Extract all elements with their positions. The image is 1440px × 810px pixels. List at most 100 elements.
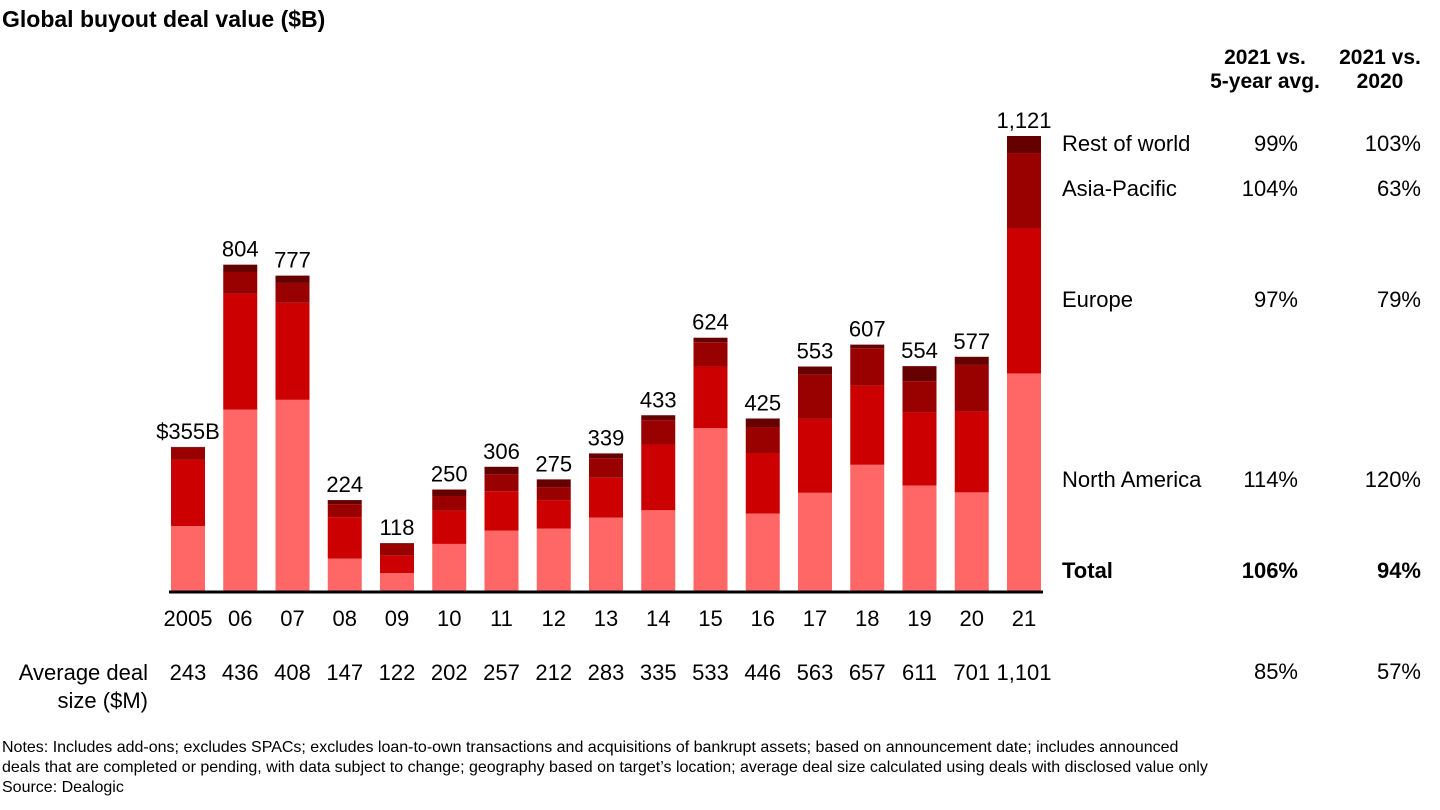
bar-segment-north-america <box>275 399 310 591</box>
total-data-label: 339 <box>588 425 625 450</box>
legend-rest-of-world: Rest of world <box>1062 131 1191 156</box>
bar-segment-rest-of-world <box>745 418 780 428</box>
bar-segment-asia-pacific <box>693 342 728 367</box>
bar-segment-rest-of-world <box>171 446 205 448</box>
bar-segment-europe <box>798 418 832 493</box>
avg-deal-size-value: 283 <box>588 660 625 685</box>
bar-segment-rest-of-world <box>693 337 728 343</box>
avg-deal-size-value: 436 <box>222 660 259 685</box>
notes-line: deals that are completed or pending, wit… <box>2 759 1208 776</box>
bar-segment-north-america <box>745 513 780 591</box>
total-data-label: 1,121 <box>996 108 1051 133</box>
header-line: 2021 vs. <box>1339 46 1421 69</box>
avg-deal-size-value: 657 <box>849 660 886 685</box>
avg-deal-size-value: 257 <box>483 660 520 685</box>
bar-segment-europe <box>380 555 414 574</box>
total-data-label: 777 <box>274 248 311 273</box>
bar-segment-europe <box>954 411 989 493</box>
bar-segment-europe <box>432 510 467 544</box>
total-data-label: 577 <box>953 329 990 354</box>
bar-segment-asia-pacific <box>1007 153 1041 229</box>
total-vs-avg: 106% <box>1241 558 1298 583</box>
rest-of-world-vs-2020: 103% <box>1364 131 1421 156</box>
total-data-label: 275 <box>535 451 572 476</box>
avg-deal-size-value: 446 <box>744 660 781 685</box>
header-vs-2020: 2021 vs. 2020 <box>1330 46 1430 94</box>
legend-europe: Europe <box>1062 287 1133 312</box>
bar-segment-asia-pacific <box>850 348 885 386</box>
bar-segment-europe <box>1007 228 1041 374</box>
source-line: Source: Dealogic <box>2 779 124 796</box>
bar-segment-rest-of-world <box>798 366 832 375</box>
notes: Notes: Includes add-ons; excludes SPACs;… <box>2 738 1208 798</box>
total-data-label: 624 <box>692 310 729 335</box>
bar-segment-rest-of-world <box>641 415 676 421</box>
bar-segment-rest-of-world <box>954 356 989 365</box>
asia-pacific-vs-2020: 63% <box>1376 176 1421 201</box>
avg-deal-size-value: 533 <box>692 660 729 685</box>
total-data-label: 553 <box>797 339 834 364</box>
bar-segment-rest-of-world <box>327 500 362 505</box>
total-vs-2020: 94% <box>1376 558 1421 583</box>
bar-segment-asia-pacific <box>380 543 414 556</box>
bar-segment-europe <box>223 293 258 410</box>
total-data-label: 433 <box>640 387 677 412</box>
bar-segment-asia-pacific <box>275 282 310 303</box>
avg-deal-size-value: 701 <box>953 660 990 685</box>
legend-north-america: North America <box>1062 467 1202 492</box>
avg-deal-size-value: 122 <box>379 660 416 685</box>
avg-deal-size-value: 212 <box>535 660 572 685</box>
bar-segment-rest-of-world <box>223 264 258 272</box>
avg-deal-size-value: 243 <box>170 660 207 685</box>
bar-segment-north-america <box>850 464 885 591</box>
bar-segment-asia-pacific <box>432 496 467 511</box>
bar-segment-rest-of-world <box>850 344 885 349</box>
avg-deal-size-label: Average deal size ($M) <box>2 659 148 715</box>
x-tick-label: 17 <box>803 606 827 631</box>
x-tick-label: 12 <box>542 606 566 631</box>
x-tick-label: 14 <box>646 606 670 631</box>
total-data-label: $355B <box>156 419 220 444</box>
x-tick-label: 18 <box>855 606 879 631</box>
bar-segment-europe <box>275 302 310 400</box>
total-data-label: 306 <box>483 439 520 464</box>
bar-segment-asia-pacific <box>589 458 623 478</box>
bar-segment-europe <box>327 517 362 559</box>
bar-segment-asia-pacific <box>798 374 832 419</box>
bar-segment-rest-of-world <box>1007 136 1041 154</box>
bar-segment-asia-pacific <box>223 271 258 294</box>
x-tick-label: 16 <box>751 606 775 631</box>
total-data-label: 554 <box>901 338 938 363</box>
europe-vs-2020: 79% <box>1376 287 1421 312</box>
x-tick-label: 11 <box>490 606 513 631</box>
bar-segment-europe <box>745 452 780 514</box>
bar-segment-north-america <box>693 428 728 591</box>
asia-pacific-vs-avg: 104% <box>1241 176 1298 201</box>
bar-segment-europe <box>902 412 937 486</box>
bar-segment-north-america <box>902 485 937 591</box>
europe-vs-avg: 97% <box>1253 287 1298 312</box>
x-tick-label: 10 <box>437 606 461 631</box>
bar-segment-rest-of-world <box>432 489 467 497</box>
bar-segment-north-america <box>327 558 362 591</box>
avg-deal-size-value: 1,101 <box>996 660 1051 685</box>
bar-segment-rest-of-world <box>484 466 519 475</box>
bar-segment-north-america <box>223 409 258 591</box>
chart-title: Global buyout deal value ($B) <box>2 6 326 32</box>
total-label: Total <box>1062 558 1113 583</box>
bar-segment-europe <box>484 491 519 531</box>
bar-segment-rest-of-world <box>902 366 937 382</box>
legend-asia-pacific: Asia-Pacific <box>1062 176 1177 201</box>
bar-segment-north-america <box>954 492 989 591</box>
x-tick-label: 07 <box>280 606 304 631</box>
x-tick-label: 21 <box>1012 606 1036 631</box>
avg-deal-vs-avg: 85% <box>1253 659 1298 684</box>
bar-segment-north-america <box>641 510 676 591</box>
bar-segment-north-america <box>432 543 467 591</box>
bar-segment-north-america <box>1007 373 1041 591</box>
x-tick-label: 20 <box>960 606 984 631</box>
x-tick-label: 13 <box>594 606 618 631</box>
x-tick-label: 06 <box>228 606 252 631</box>
total-data-label: 118 <box>379 515 414 540</box>
x-tick-label: 08 <box>333 606 357 631</box>
